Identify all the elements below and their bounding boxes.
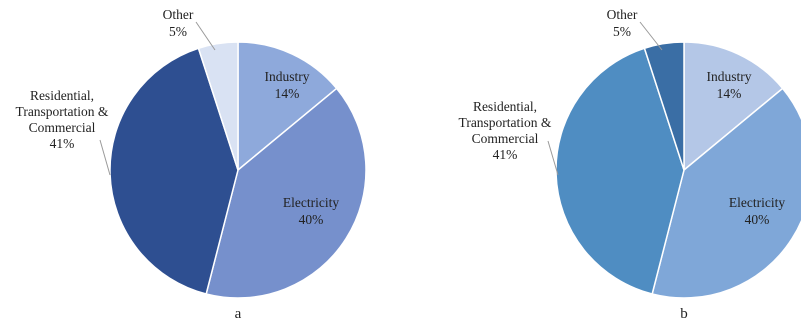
data-label-residential: Residential, Transportation & Commercial 41… xyxy=(16,88,109,151)
data-label-residential: Residential, Transportation & Commercial 41… xyxy=(459,99,552,162)
data-label-line: 5% xyxy=(613,24,631,39)
pie-slice-electricity xyxy=(651,87,801,299)
data-label-other: Other 5% xyxy=(607,7,638,39)
data-label-line: Industry xyxy=(265,69,310,84)
pie-chart-b: Industry 14% Electricity 40% Residential, Tra… xyxy=(459,7,801,322)
leader-line-other xyxy=(195,21,216,51)
data-label-line: Electricity xyxy=(283,195,339,210)
data-label-line: Transportation & xyxy=(16,104,109,119)
data-label-line: Other xyxy=(163,7,194,22)
data-label-line: Other xyxy=(607,7,638,22)
panel-label: a xyxy=(235,306,242,322)
pie-slice-other xyxy=(643,41,685,171)
data-label-line: Industry xyxy=(707,69,752,84)
data-label-line: 41% xyxy=(50,136,75,151)
data-label-line: 14% xyxy=(717,86,742,101)
data-label-line: Commercial xyxy=(472,131,539,146)
pie-slice-residential xyxy=(555,47,685,295)
data-label-line: Residential, xyxy=(30,88,94,103)
data-label-line: Transportation & xyxy=(459,115,552,130)
data-label-line: 14% xyxy=(275,86,300,101)
pie-slice-industry xyxy=(237,41,338,172)
data-label-line: Residential, xyxy=(473,99,537,114)
data-label-industry: Industry 14% xyxy=(265,69,310,101)
data-label-line: 5% xyxy=(169,24,187,39)
data-label-electricity: Electricity 40% xyxy=(729,195,785,227)
panel-label: b xyxy=(680,306,688,322)
leader-line-residential xyxy=(547,140,559,176)
leader-line-other xyxy=(639,21,663,51)
pie-slice-industry xyxy=(683,41,784,172)
data-label-electricity: Electricity 40% xyxy=(283,195,339,227)
data-label-line: 41% xyxy=(493,147,518,162)
data-label-other: Other 5% xyxy=(163,7,194,39)
leader-line-residential xyxy=(99,139,111,176)
data-label-line: 40% xyxy=(745,212,770,227)
data-label-industry: Industry 14% xyxy=(707,69,752,101)
data-label-line: Commercial xyxy=(29,120,96,135)
pie-slice-electricity xyxy=(205,87,367,299)
pie-chart-a: Industry 14% Electricity 40% Residential, Tra… xyxy=(16,7,367,322)
data-label-line: Electricity xyxy=(729,195,785,210)
data-label-line: 40% xyxy=(299,212,324,227)
pie-slice-other xyxy=(197,41,239,171)
